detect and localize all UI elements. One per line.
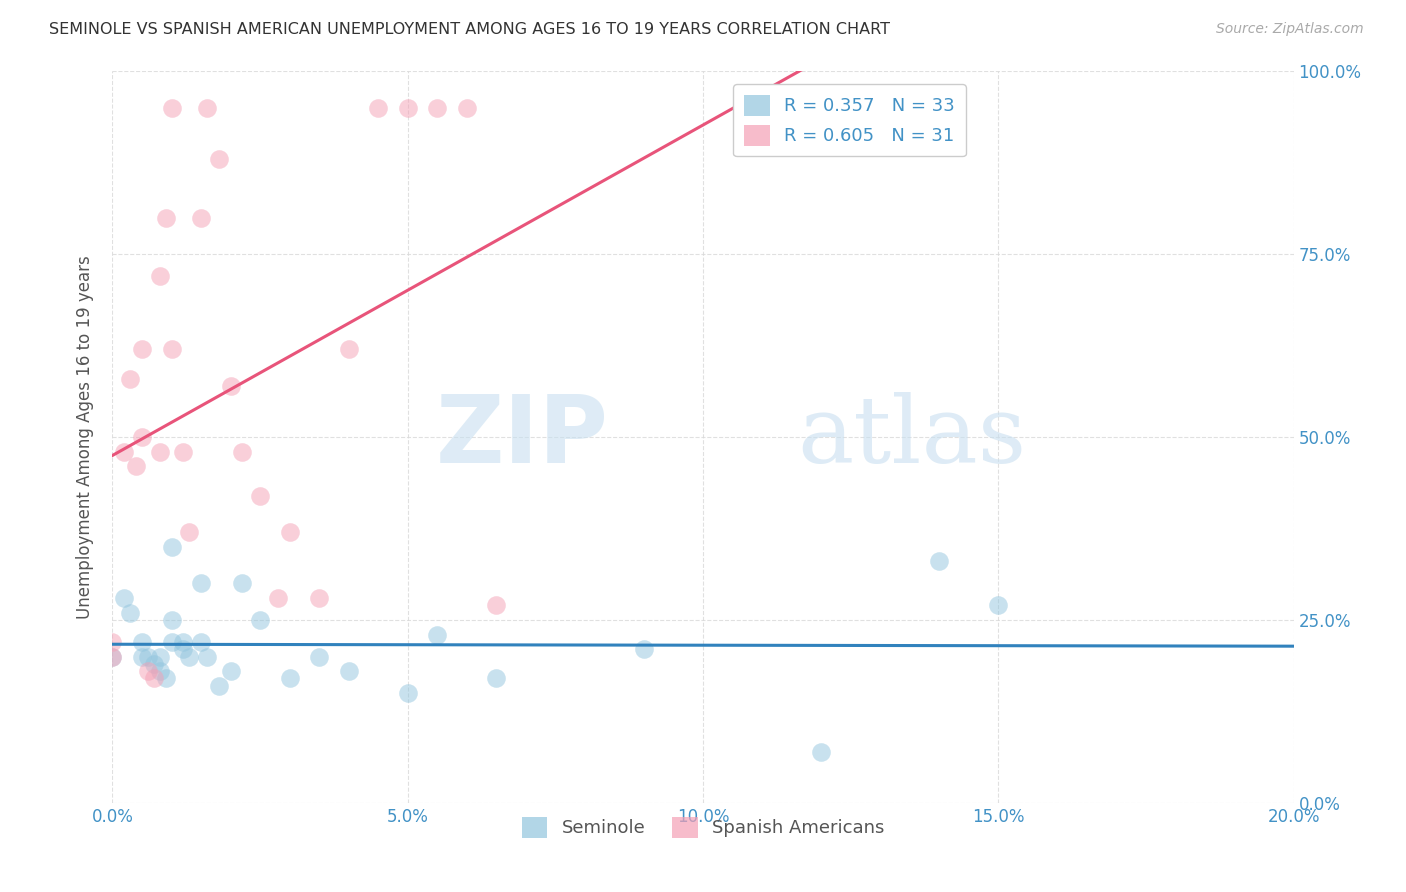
Point xyxy=(367,101,389,115)
Point xyxy=(190,211,212,225)
Point xyxy=(179,649,201,664)
Point xyxy=(231,576,253,591)
Point xyxy=(160,343,183,357)
Point xyxy=(172,444,194,458)
Point xyxy=(120,606,142,620)
Point xyxy=(179,525,201,540)
Point xyxy=(396,101,419,115)
Point xyxy=(112,591,135,605)
Text: Source: ZipAtlas.com: Source: ZipAtlas.com xyxy=(1216,22,1364,37)
Point xyxy=(219,379,242,393)
Point xyxy=(101,649,124,664)
Y-axis label: Unemployment Among Ages 16 to 19 years: Unemployment Among Ages 16 to 19 years xyxy=(76,255,94,619)
Point xyxy=(120,371,142,385)
Point xyxy=(456,101,478,115)
Point xyxy=(485,599,508,613)
Point xyxy=(267,591,290,605)
Point xyxy=(149,444,172,458)
Point xyxy=(208,152,231,166)
Legend: Seminole, Spanish Americans: Seminole, Spanish Americans xyxy=(515,810,891,845)
Point xyxy=(149,664,172,678)
Point xyxy=(160,540,183,554)
Point xyxy=(810,745,832,759)
Point xyxy=(987,599,1010,613)
Point xyxy=(101,635,124,649)
Point xyxy=(131,635,153,649)
Point xyxy=(190,576,212,591)
Point xyxy=(112,444,135,458)
Text: ZIP: ZIP xyxy=(436,391,609,483)
Point xyxy=(426,627,449,641)
Point xyxy=(155,672,177,686)
Point xyxy=(160,101,183,115)
Point xyxy=(149,269,172,284)
Point xyxy=(219,664,242,678)
Point xyxy=(195,649,218,664)
Point xyxy=(278,525,301,540)
Point xyxy=(136,649,159,664)
Point xyxy=(308,649,330,664)
Point xyxy=(249,613,271,627)
Point xyxy=(633,642,655,657)
Point xyxy=(149,649,172,664)
Text: atlas: atlas xyxy=(797,392,1026,482)
Point xyxy=(190,635,212,649)
Point xyxy=(172,642,194,657)
Point xyxy=(195,101,218,115)
Point xyxy=(426,101,449,115)
Point xyxy=(337,664,360,678)
Point xyxy=(928,554,950,568)
Point xyxy=(131,343,153,357)
Point xyxy=(278,672,301,686)
Point xyxy=(155,211,177,225)
Point xyxy=(249,489,271,503)
Point xyxy=(160,613,183,627)
Point xyxy=(142,672,165,686)
Point xyxy=(172,635,194,649)
Point xyxy=(160,635,183,649)
Point xyxy=(231,444,253,458)
Point xyxy=(131,430,153,444)
Point xyxy=(337,343,360,357)
Point xyxy=(485,672,508,686)
Point xyxy=(142,657,165,671)
Point xyxy=(308,591,330,605)
Point xyxy=(208,679,231,693)
Point xyxy=(396,686,419,700)
Point xyxy=(131,649,153,664)
Point xyxy=(125,459,148,474)
Point xyxy=(101,649,124,664)
Text: SEMINOLE VS SPANISH AMERICAN UNEMPLOYMENT AMONG AGES 16 TO 19 YEARS CORRELATION : SEMINOLE VS SPANISH AMERICAN UNEMPLOYMEN… xyxy=(49,22,890,37)
Point xyxy=(136,664,159,678)
